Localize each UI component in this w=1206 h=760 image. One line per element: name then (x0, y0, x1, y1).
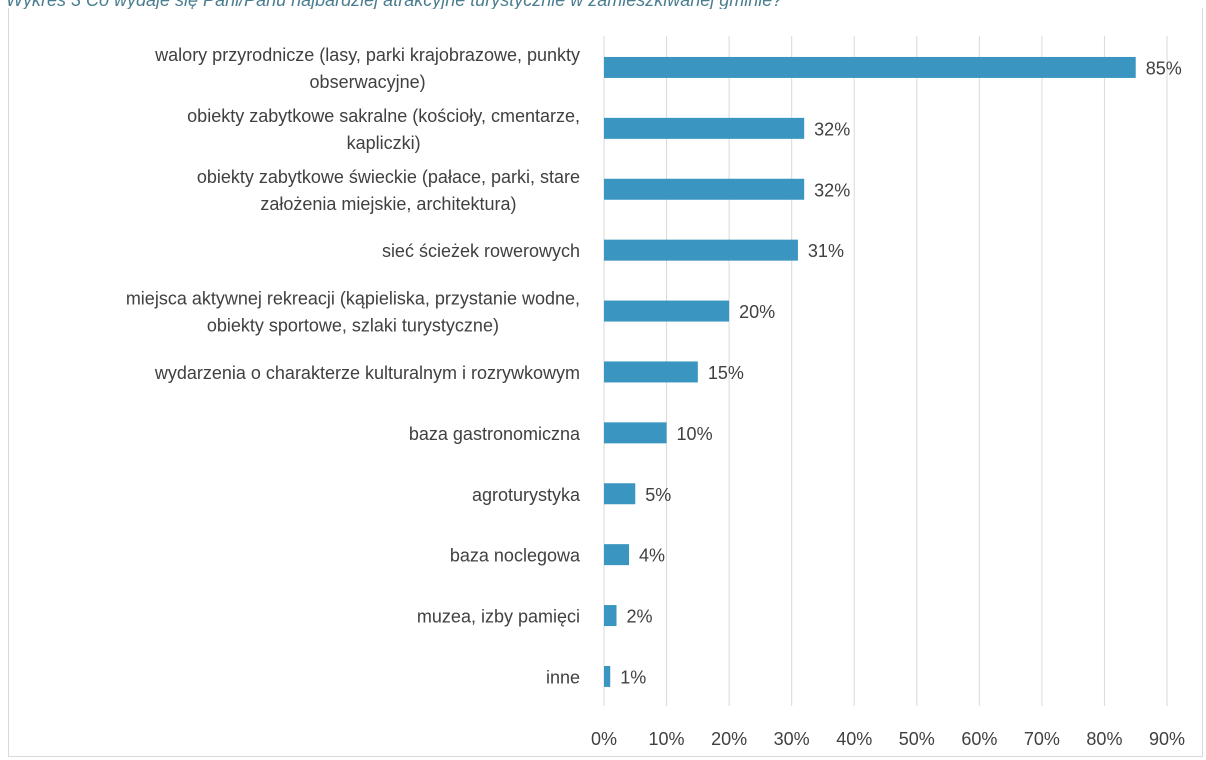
x-tick-label: 60% (961, 729, 997, 749)
bar (604, 422, 667, 444)
category-label: obiekty zabytkowe sakralne (kościoły, cm… (187, 106, 580, 126)
category-label: obiekty sportowe, szlaki turystyczne) (207, 316, 499, 336)
category-label: sieć ścieżek rowerowych (382, 241, 580, 261)
data-label: 32% (814, 119, 850, 139)
category-label: wydarzenia o charakterze kulturalnym i r… (154, 363, 580, 383)
data-labels: 85% 32% 32% 31% 20% 15% 10% 5% 4% 2% 1% (620, 58, 1181, 687)
bar (604, 178, 805, 200)
data-label: 1% (620, 667, 646, 687)
data-label: 32% (814, 180, 850, 200)
category-labels: walory przyrodnicze (lasy, parki krajobr… (126, 45, 581, 688)
category-label: miejsca aktywnej rekreacji (kąpieliska, … (126, 289, 580, 309)
category-label: walory przyrodnicze (lasy, parki krajobr… (154, 45, 580, 65)
category-label: muzea, izby pamięci (417, 607, 580, 627)
x-tick-label: 40% (836, 729, 872, 749)
x-tick-label: 70% (1024, 729, 1060, 749)
x-tick-label: 0% (591, 729, 617, 749)
data-label: 20% (739, 302, 775, 322)
bar (604, 117, 805, 139)
x-tick-label: 90% (1149, 729, 1185, 749)
bar (604, 544, 630, 566)
data-label: 31% (808, 241, 844, 261)
x-tick-labels: 0% 10% 20% 30% 40% 50% 60% 70% 80% 90% (591, 729, 1185, 749)
data-label: 15% (708, 363, 744, 383)
x-tick-label: 10% (649, 729, 685, 749)
chart-caption: Wykres 3 Co wydaje się Pani/Panu najbard… (6, 0, 1201, 9)
bar (604, 483, 636, 505)
bars (604, 56, 1136, 687)
x-tick-label: 20% (711, 729, 747, 749)
category-label: kapliczki) (347, 133, 421, 153)
chart-frame (8, 8, 1203, 757)
x-tick-label: 50% (899, 729, 935, 749)
data-label: 4% (639, 546, 665, 566)
bar (604, 665, 611, 687)
category-label: baza gastronomiczna (409, 424, 581, 444)
bar (604, 239, 798, 261)
data-label: 5% (645, 485, 671, 505)
category-label: założenia miejskie, architektura) (260, 194, 516, 214)
gridlines (603, 36, 1168, 706)
bar (604, 300, 730, 322)
bar (604, 605, 617, 627)
category-label: baza noclegowa (450, 546, 581, 566)
bar (604, 361, 698, 383)
x-tick-label: 80% (1086, 729, 1122, 749)
data-label: 10% (677, 424, 713, 444)
x-tick-label: 30% (774, 729, 810, 749)
category-label: obserwacyjne) (310, 72, 426, 92)
data-label: 85% (1146, 58, 1182, 78)
data-label: 2% (627, 607, 653, 627)
category-label: agroturystyka (472, 485, 581, 505)
bar (604, 56, 1136, 78)
category-label: obiekty zabytkowe świeckie (pałace, park… (197, 167, 580, 187)
category-label: inne (546, 667, 580, 687)
